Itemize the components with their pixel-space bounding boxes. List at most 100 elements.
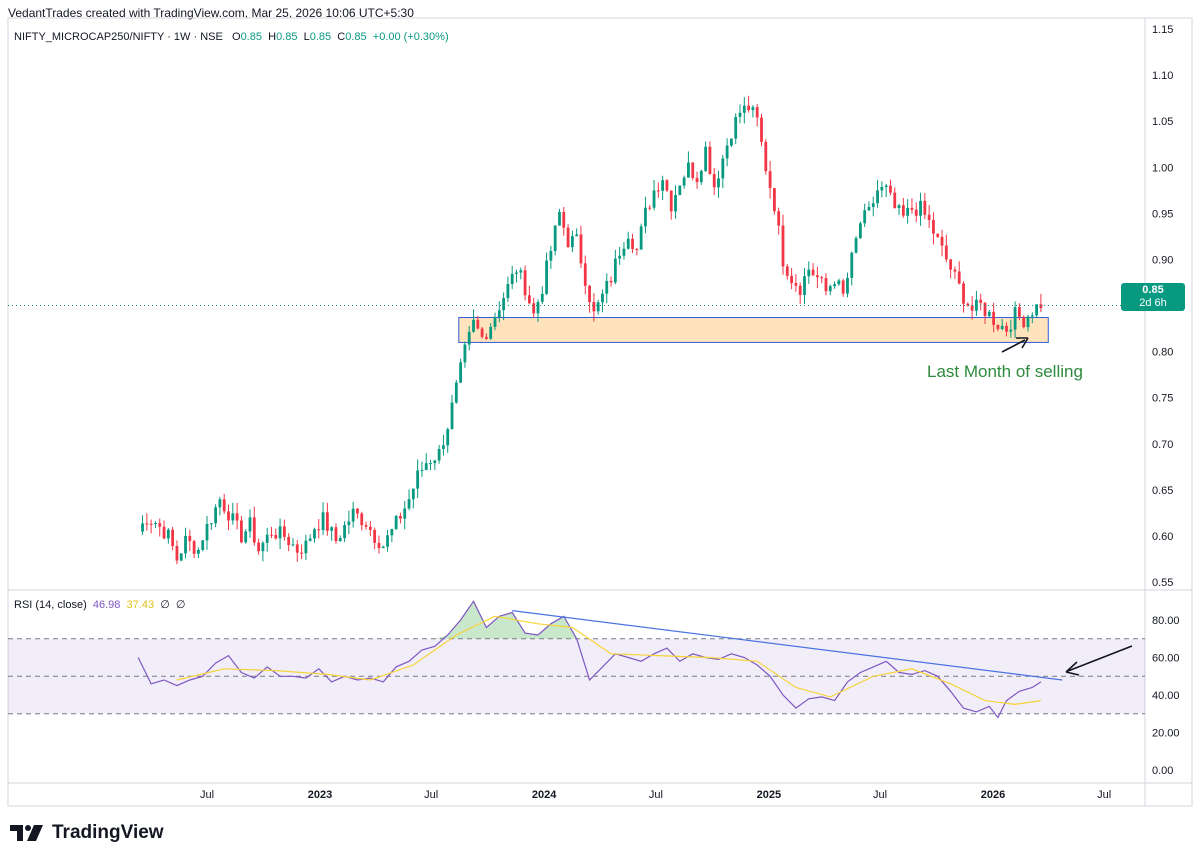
candle-up bbox=[1030, 312, 1034, 324]
symbol-name[interactable]: NIFTY_MICROCAP250/NIFTY · 1W · NSE bbox=[14, 31, 223, 43]
candle-up bbox=[717, 170, 720, 198]
low-value: 0.85 bbox=[309, 31, 332, 43]
candle-up bbox=[751, 105, 755, 118]
time-axis[interactable]: Jul 2023 Jul 2024 Jul 2025 Jul 2026 Jul bbox=[200, 789, 1111, 801]
candle-down bbox=[691, 162, 695, 181]
candle-up bbox=[618, 246, 622, 265]
candles bbox=[141, 95, 1043, 565]
candle-body bbox=[179, 553, 183, 561]
rsi-label[interactable]: RSI (14, close) bbox=[14, 599, 87, 611]
candle-down bbox=[932, 212, 935, 245]
candle-up bbox=[429, 459, 432, 471]
time-tick-label: 2025 bbox=[757, 789, 781, 801]
candle-up bbox=[704, 141, 708, 172]
candle-down bbox=[356, 508, 359, 519]
candle-down bbox=[1039, 293, 1043, 313]
candle-body bbox=[893, 192, 897, 209]
candle-body bbox=[287, 536, 291, 546]
rsi-tick-label: 20.00 bbox=[1152, 728, 1180, 740]
candle-body bbox=[222, 499, 226, 512]
price-tick-label: 1.00 bbox=[1152, 162, 1173, 174]
candle-down bbox=[485, 333, 488, 341]
candle-body bbox=[506, 284, 510, 299]
chart-attribution: VedantTrades created with TradingView.co… bbox=[8, 6, 414, 20]
brand-name: TradingView bbox=[52, 822, 164, 843]
candle-down bbox=[609, 276, 613, 287]
candle-down bbox=[192, 539, 196, 559]
candle-up bbox=[515, 269, 518, 283]
candle-up bbox=[721, 155, 725, 189]
candle-up bbox=[166, 527, 170, 544]
candle-body bbox=[575, 234, 579, 237]
candle-down bbox=[235, 502, 239, 530]
candle-up bbox=[1013, 301, 1017, 339]
candle-body bbox=[923, 200, 927, 215]
candle-down bbox=[889, 179, 892, 196]
candle-body bbox=[828, 286, 832, 292]
candle-body bbox=[798, 285, 802, 295]
candle-body bbox=[493, 317, 497, 327]
candle-down bbox=[953, 266, 957, 279]
candle-up bbox=[828, 284, 832, 296]
candle-up bbox=[639, 223, 643, 250]
candle-down bbox=[910, 198, 914, 214]
candle-down bbox=[158, 518, 162, 537]
candle-body bbox=[863, 210, 867, 224]
candle-down bbox=[764, 139, 768, 175]
candle-body bbox=[424, 463, 428, 470]
candle-up bbox=[687, 151, 690, 178]
candle-down bbox=[360, 511, 364, 531]
candle-down bbox=[790, 268, 793, 290]
candle-body bbox=[248, 517, 252, 532]
candle-up bbox=[682, 175, 686, 189]
candle-up bbox=[184, 527, 187, 559]
candle-body bbox=[803, 276, 806, 295]
candle-down bbox=[768, 160, 772, 199]
candle-down bbox=[240, 515, 243, 544]
candle-body bbox=[742, 105, 746, 113]
candle-body bbox=[781, 225, 785, 267]
candle-body bbox=[936, 233, 940, 237]
candle-body bbox=[532, 303, 536, 314]
candle-down bbox=[588, 284, 591, 313]
candle-up bbox=[201, 540, 205, 552]
candle-body bbox=[987, 311, 991, 316]
candle-down bbox=[145, 513, 149, 531]
candle-down bbox=[1005, 322, 1008, 337]
candle-body bbox=[545, 260, 548, 294]
candle-up bbox=[231, 502, 235, 525]
candle-body bbox=[652, 190, 656, 208]
tradingview-brand[interactable]: TradingView bbox=[10, 822, 164, 844]
candle-body bbox=[381, 546, 385, 549]
open-label: O bbox=[232, 31, 241, 43]
candle-up bbox=[291, 538, 295, 547]
candle-down bbox=[579, 225, 583, 269]
candle-body bbox=[764, 141, 768, 172]
candle-body bbox=[579, 234, 583, 264]
candle-body bbox=[145, 523, 149, 525]
candle-up bbox=[442, 434, 445, 456]
candle-body bbox=[278, 526, 282, 539]
tradingview-logo-icon bbox=[10, 825, 43, 841]
candle-body bbox=[656, 190, 660, 192]
candle-body bbox=[429, 463, 432, 465]
candle-body bbox=[390, 528, 394, 536]
rsi-tick-label: 80.00 bbox=[1152, 615, 1180, 627]
high-label: H bbox=[268, 31, 277, 43]
candle-up bbox=[502, 292, 506, 321]
candle-up bbox=[863, 203, 867, 227]
last-price-badge: 0.85 2d 6h bbox=[1121, 283, 1185, 311]
candle-body bbox=[562, 211, 566, 228]
candle-body bbox=[927, 214, 931, 221]
candle-body bbox=[343, 525, 346, 539]
candle-body bbox=[201, 540, 205, 550]
candle-body bbox=[166, 529, 170, 539]
price-tick-label: 1.05 bbox=[1152, 116, 1173, 128]
candle-down bbox=[755, 103, 759, 127]
candle-body bbox=[330, 527, 334, 531]
candle-down bbox=[760, 113, 763, 147]
candle-down bbox=[656, 182, 660, 198]
candle-body bbox=[768, 171, 772, 189]
candle-body bbox=[510, 273, 514, 285]
